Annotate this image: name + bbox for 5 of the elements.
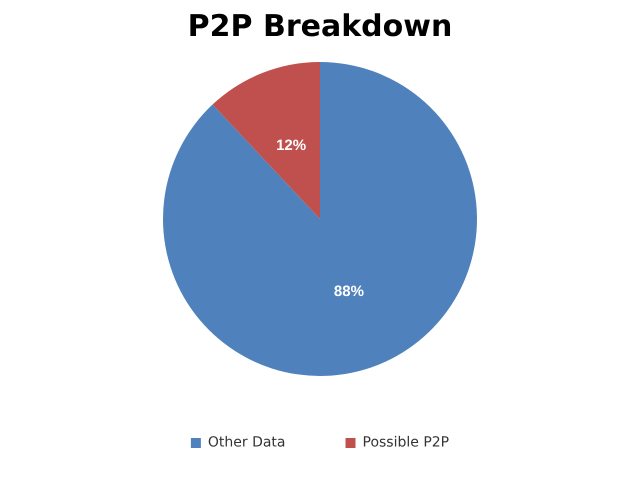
legend-label: Possible P2P bbox=[362, 434, 450, 451]
data-label: 12% bbox=[276, 137, 306, 154]
chart-title: P2P Breakdown bbox=[188, 8, 452, 44]
data-label: 88% bbox=[334, 283, 364, 300]
legend-label: Other Data bbox=[208, 434, 286, 451]
